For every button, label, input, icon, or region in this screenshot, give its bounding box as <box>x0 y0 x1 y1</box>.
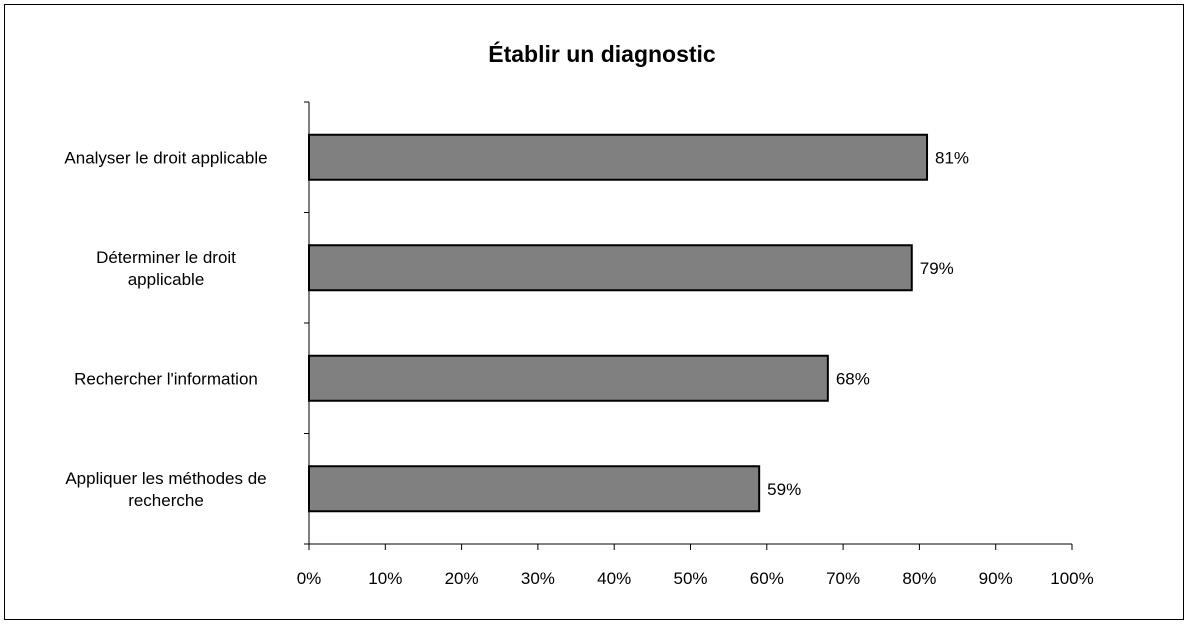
x-tick-label: 40% <box>597 569 631 588</box>
x-tick-label: 50% <box>673 569 707 588</box>
category-label: Déterminer le droit <box>96 248 236 267</box>
bar <box>308 354 829 402</box>
category-label: applicable <box>128 270 205 289</box>
plot-area: 0% 10% 20% 30% 40% 50% 60% 70% 80% 90% 100% Analyse… <box>64 101 1094 588</box>
chart-frame <box>4 4 1184 620</box>
chart-title: Établir un diagnostic <box>488 40 716 67</box>
data-label: 68% <box>836 369 870 388</box>
x-tick-label: 70% <box>826 569 860 588</box>
x-tick-label: 20% <box>445 569 479 588</box>
data-label: 79% <box>920 259 954 278</box>
x-tick-label: 10% <box>368 569 402 588</box>
category-label: Appliquer les méthodes de <box>65 469 266 488</box>
data-label: 81% <box>935 148 969 167</box>
bar <box>308 133 929 181</box>
bar <box>308 465 761 513</box>
x-tick-label: 90% <box>979 569 1013 588</box>
x-tick-label: 0% <box>297 569 322 588</box>
bar <box>308 244 913 292</box>
x-tick-label: 80% <box>902 569 936 588</box>
x-tick-label: 30% <box>521 569 555 588</box>
category-label: Rechercher l'information <box>74 369 258 388</box>
data-label: 59% <box>767 480 801 499</box>
x-tick-label: 100% <box>1050 569 1093 588</box>
category-label: Analyser le droit applicable <box>64 148 267 167</box>
x-tick-label: 60% <box>750 569 784 588</box>
category-label: recherche <box>128 491 204 510</box>
